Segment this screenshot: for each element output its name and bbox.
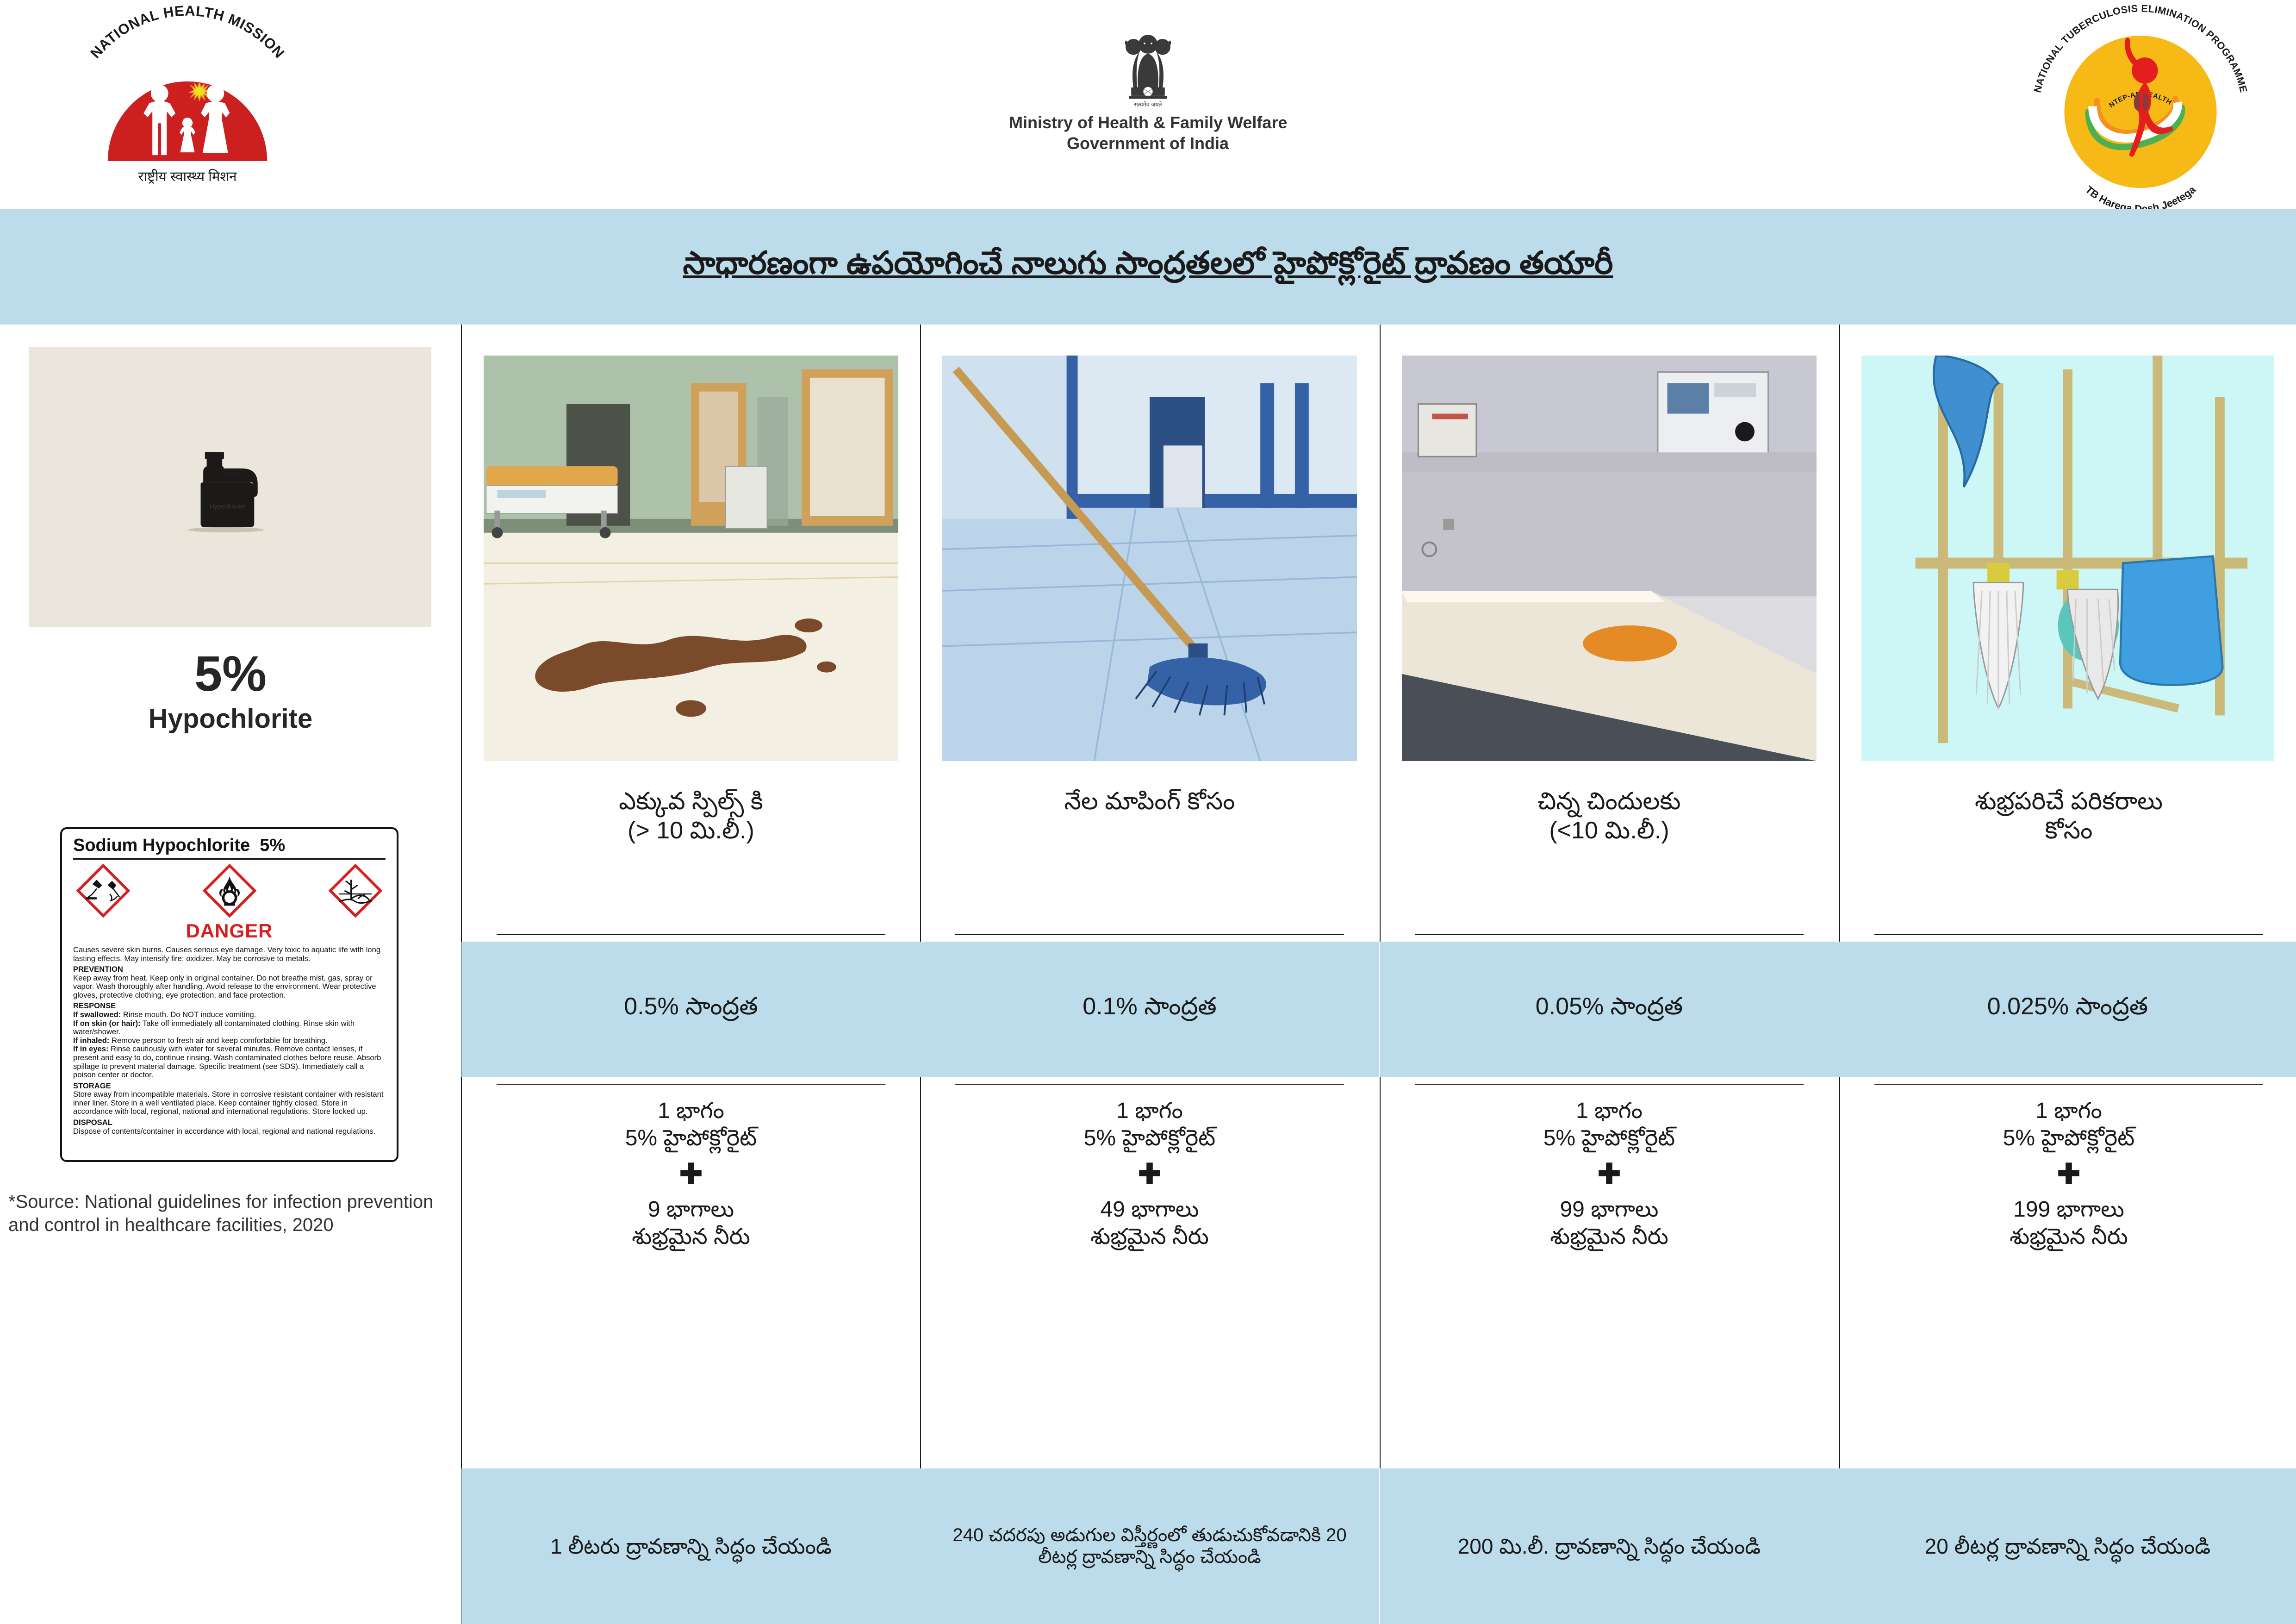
svg-text:राष्ट्रीय स्वास्थ्य मिशन: राष्ट्रीय स्वास्थ्य मिशन bbox=[138, 169, 237, 184]
svg-text:Hypochlorite: Hypochlorite bbox=[209, 502, 245, 510]
svg-text:सत्यमेव जयते: सत्यमेव जयते bbox=[1134, 101, 1162, 108]
svg-text:NATIONAL HEALTH MISSION: NATIONAL HEALTH MISSION bbox=[87, 3, 287, 62]
